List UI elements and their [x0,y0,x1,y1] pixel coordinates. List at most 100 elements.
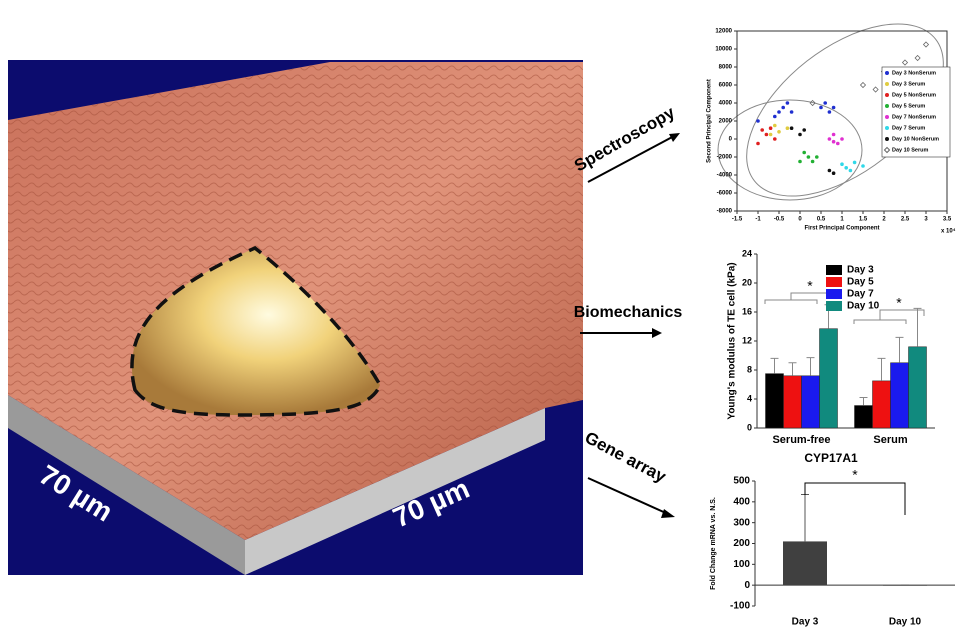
point [861,83,866,88]
y-tick-label: 0 [729,137,733,143]
point [777,110,781,114]
y-axis-label: Young's modulus of TE cell (kPa) [727,262,738,419]
error-bar [801,495,809,542]
y-tick-label: -2000 [717,155,733,161]
point [828,137,832,141]
y-tick-label: 12000 [715,29,732,35]
y-tick-label: 8 [747,364,752,374]
y-tick-label: 0 [747,422,752,432]
y-tick-label: -100 [730,601,750,612]
bar [855,406,873,428]
legend-label: Day 5 [847,277,874,288]
y-tick-label: -8000 [717,209,733,215]
point [811,160,815,164]
point [773,124,777,128]
point [819,106,823,110]
y-axis-label: Fold Change mRNA vs. N.S. [710,497,717,590]
x-tick-label: -1.5 [732,217,743,223]
y-tick-label: 16 [742,306,752,316]
point [915,56,920,61]
y-tick-label: -6000 [717,191,733,197]
point [790,126,794,130]
y-tick-label: 300 [733,517,750,528]
legend-label: Day 10 [847,301,880,312]
error-bar [771,358,779,373]
y-tick-label: 20 [742,277,752,287]
significance-bracket [854,310,924,324]
significance-bracket [765,293,835,304]
y-tick-label: 0 [744,580,750,591]
error-bar [878,358,886,380]
significance-bracket [805,483,905,515]
arrow-head [652,328,662,338]
point [786,101,790,105]
method-label: Biomechanics [574,304,683,321]
point [756,142,760,146]
point [786,126,790,130]
bar [783,541,827,585]
point [828,110,832,114]
point [924,42,929,47]
legend-label: Day 5 NonSerum [892,92,936,98]
bar [802,376,820,428]
y-tick-label: 24 [742,248,752,258]
y-tick-label: 500 [733,476,750,487]
legend-label: Day 7 [847,289,874,300]
legend-label: Day 10 Serum [892,147,928,153]
y-tick-label: 4000 [719,101,733,107]
point [861,164,865,168]
point [781,106,785,110]
x-tick-label: 2 [882,217,886,223]
point [873,87,878,92]
point [840,137,844,141]
point [823,101,827,105]
legend-swatch [826,301,842,311]
x-tick-label: Serum-free [772,434,830,446]
legend-label: Day 7 Serum [892,125,925,131]
point [844,166,848,170]
afm-image: 70 µm 70 µm [8,60,583,575]
point [828,169,832,173]
page: {"figure": {"scale_labels": ["70 µm", "7… [0,0,963,631]
arrow-head [661,509,675,518]
point [836,142,840,146]
point [832,106,836,110]
y-tick-label: 12 [742,335,752,345]
legend-label: Day 3 Serum [892,81,925,87]
point [802,128,806,132]
y-tick-label: 400 [733,496,750,507]
point [798,133,802,137]
point [832,140,836,144]
point [798,160,802,164]
y-tick-label: 2000 [719,119,733,125]
bar [820,329,838,428]
figure: 70 µm 70 µm Spectroscopy Biomechanics Ge… [0,0,963,631]
legend-swatch [826,265,842,275]
legend-label: Day 10 NonSerum [892,136,939,142]
legend-swatch [826,289,842,299]
y-tick-label: 8000 [719,65,733,71]
x-tick-label: Serum [873,434,907,446]
error-bar [789,363,797,376]
y-tick-label: 10000 [715,47,732,53]
point [802,151,806,155]
legend-label: Day 3 NonSerum [892,70,936,76]
point [849,169,853,173]
point [756,119,760,123]
x-multiplier: x 10⁴ [941,229,956,235]
y-tick-label: 200 [733,538,750,549]
legend-label: Day 3 [847,265,874,276]
y-axis-label: Second Principal Component [707,79,713,163]
y-tick-label: 100 [733,559,750,570]
bar [873,381,891,428]
point [815,155,819,159]
point [903,60,908,65]
point [765,133,769,137]
y-tick-label: 4 [747,393,752,403]
y-tick-label: 6000 [719,83,733,89]
significance-label: * [896,295,902,311]
bar [766,374,784,428]
bar [784,376,802,428]
error-bar [896,337,904,362]
method-label: Gene array [582,428,670,487]
